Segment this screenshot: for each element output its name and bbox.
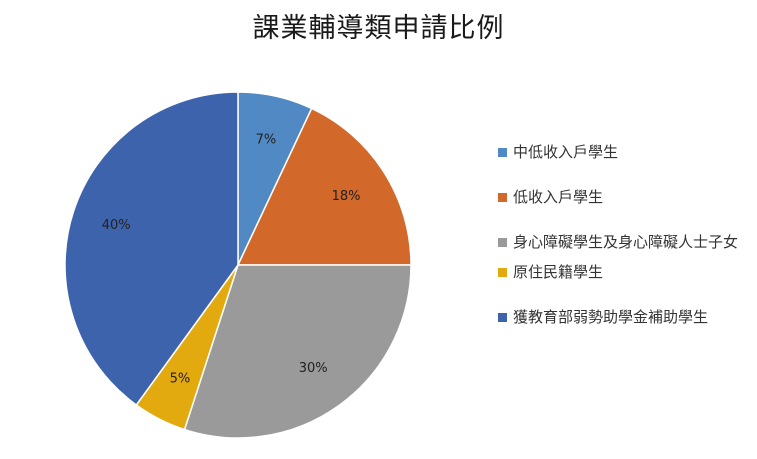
pie-slice-1 <box>236 107 412 266</box>
legend-swatch-2 <box>498 238 507 247</box>
pie-slice-2 <box>183 264 412 439</box>
legend-swatch-0 <box>498 148 507 157</box>
legend-item-1: 低收入戶學生 <box>498 187 750 207</box>
legend-item-0: 中低收入戶學生 <box>498 142 750 162</box>
pie-slice-4 <box>64 91 239 407</box>
pie-slices <box>64 91 412 439</box>
pie-data-labels: 7% 18% 30% 5% 40% <box>102 133 361 387</box>
legend-item-2: 身心障礙學生及身心障礙人士子女 <box>498 232 750 252</box>
legend-label-0: 中低收入戶學生 <box>513 143 619 161</box>
legend-label-3: 原住民籍學生 <box>513 263 604 281</box>
pie-data-label-3: 5% <box>170 372 191 387</box>
pie-data-label-2: 30% <box>299 361 328 376</box>
legend-label-2: 身心障礙學生及身心障礙人士子女 <box>513 233 739 251</box>
legend-swatch-1 <box>498 193 507 202</box>
pie-data-label-0: 7% <box>256 133 277 148</box>
legend-item-4: 獲教育部弱勢助學金補助學生 <box>498 307 750 327</box>
pie-data-label-4: 40% <box>102 218 131 233</box>
legend-swatch-3 <box>498 268 507 277</box>
legend-swatch-4 <box>498 313 507 322</box>
legend-label-1: 低收入戶學生 <box>513 188 604 206</box>
legend: 中低收入戶學生 低收入戶學生 身心障礙學生及身心障礙人士子女 原住民籍學生 獲教… <box>498 142 750 352</box>
chart-title: 課業輔導類申請比例 <box>252 13 505 44</box>
legend-item-3: 原住民籍學生 <box>498 262 750 282</box>
legend-label-4: 獲教育部弱勢助學金補助學生 <box>513 308 709 326</box>
pie-data-label-1: 18% <box>332 189 361 204</box>
